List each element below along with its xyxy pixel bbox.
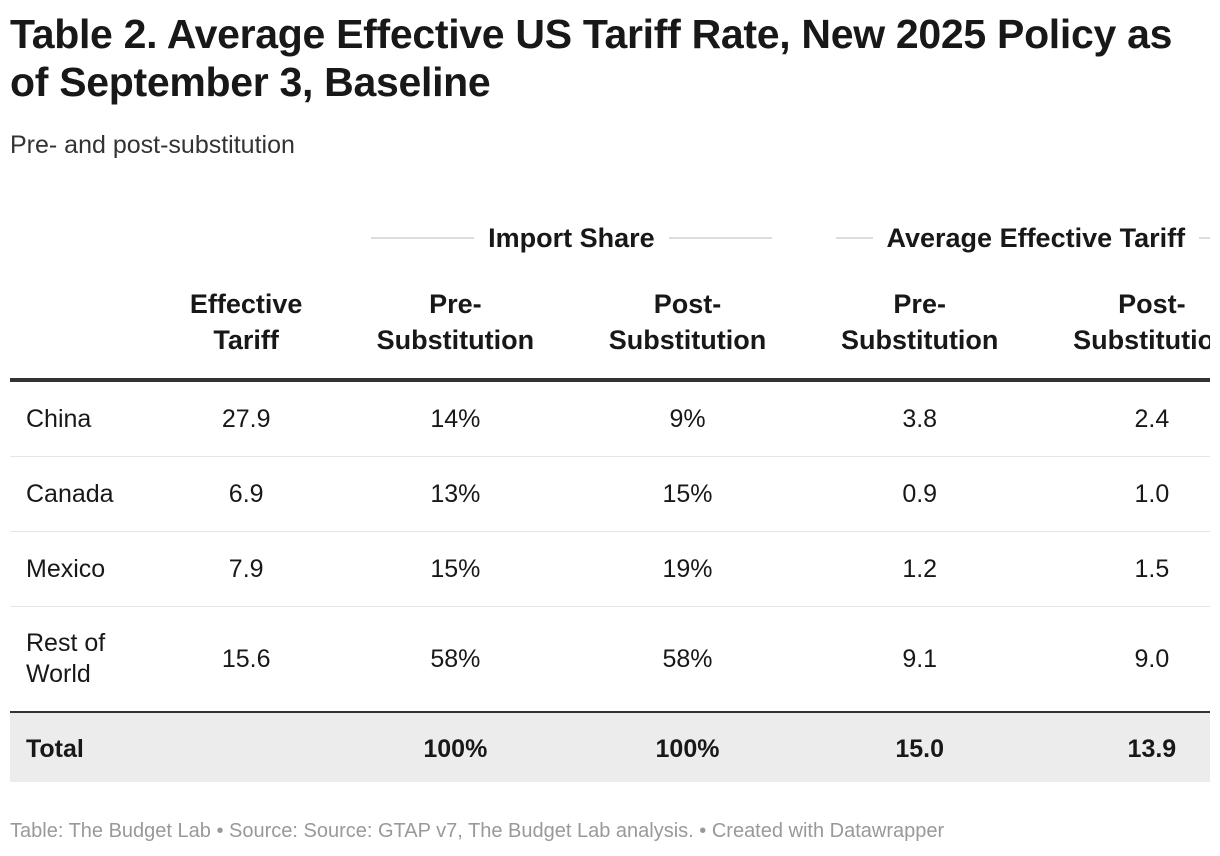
table-cell: 9.1 (803, 606, 1036, 713)
table-cell: 13.9 (1035, 711, 1210, 782)
data-table: Import Share Average Effective Tariff Ef… (10, 210, 1210, 782)
table-cell: 58% (339, 606, 572, 713)
column-header-line: Substitution (376, 325, 535, 355)
column-header (10, 266, 154, 382)
table-cell: 1.0 (1035, 456, 1210, 532)
row-label: Canada (10, 456, 154, 532)
table-cell: 1.5 (1035, 531, 1210, 607)
column-header: Post- Substitution (1035, 266, 1210, 382)
table-cell: 13% (339, 456, 572, 532)
table-cell: 1.2 (803, 531, 1036, 607)
table-cell: 100% (571, 711, 804, 782)
table-cell: 6.9 (153, 456, 340, 532)
table-row: Rest of World 15.6 58% 58% 9.1 9.0 (10, 606, 1210, 713)
column-header-line: Tariff (213, 325, 279, 355)
table-subtitle: Pre- and post-substitution (10, 131, 295, 159)
table-row: China 27.9 14% 9% 3.8 2.4 (10, 380, 1210, 457)
table-cell: 19% (571, 531, 804, 607)
column-header: Effective Tariff (153, 266, 340, 382)
table-row: Canada 6.9 13% 15% 0.9 1.0 (10, 456, 1210, 532)
table-cell: 15% (339, 531, 572, 607)
group-header-average-effective-tariff: Average Effective Tariff (804, 210, 1210, 266)
table-cell: 9% (571, 380, 804, 457)
table-cell: 100% (339, 711, 572, 782)
total-row: Total 100% 100% 15.0 13.9 (10, 711, 1210, 782)
row-label: Total (10, 711, 154, 782)
row-label: Mexico (10, 531, 154, 607)
column-header-line: Post- (1118, 289, 1186, 319)
column-header-line: Effective (189, 289, 303, 319)
table-cell: 14% (339, 380, 572, 457)
column-header: Pre- Substitution (339, 266, 572, 382)
table-cell: 15% (571, 456, 804, 532)
table-cell: 3.8 (803, 380, 1036, 457)
column-header-line: Substitution (1073, 325, 1210, 355)
group-header-import-share: Import Share (339, 210, 803, 266)
row-label: Rest of World (10, 606, 154, 713)
column-header-line: Pre- (429, 289, 482, 319)
column-header: Pre- Substitution (803, 266, 1036, 382)
table-cell (153, 711, 340, 782)
column-header-line: Post- (653, 289, 722, 319)
table-container: Import Share Average Effective Tariff Ef… (10, 210, 1210, 782)
table-cell: 7.9 (153, 531, 340, 607)
table-cell: 58% (571, 606, 804, 713)
table-cell: 15.6 (153, 606, 340, 713)
table-row: Mexico 7.9 15% 19% 1.2 1.5 (10, 531, 1210, 607)
table-cell: 27.9 (153, 380, 340, 457)
table-cell: 0.9 (803, 456, 1036, 532)
column-header: Post- Substitution (571, 266, 804, 382)
table-cell: 9.0 (1035, 606, 1210, 713)
column-header-line: Substitution (608, 325, 767, 355)
row-label: China (10, 380, 154, 457)
footer-credits: Table: The Budget Lab • Source: Source: … (10, 820, 945, 842)
table-cell: 2.4 (1035, 380, 1210, 457)
column-header-line: Substitution (840, 325, 999, 355)
column-header-line: Pre- (893, 289, 946, 319)
table-title: Table 2. Average Effective US Tariff Rat… (10, 11, 1173, 105)
table-cell: 15.0 (803, 711, 1036, 782)
